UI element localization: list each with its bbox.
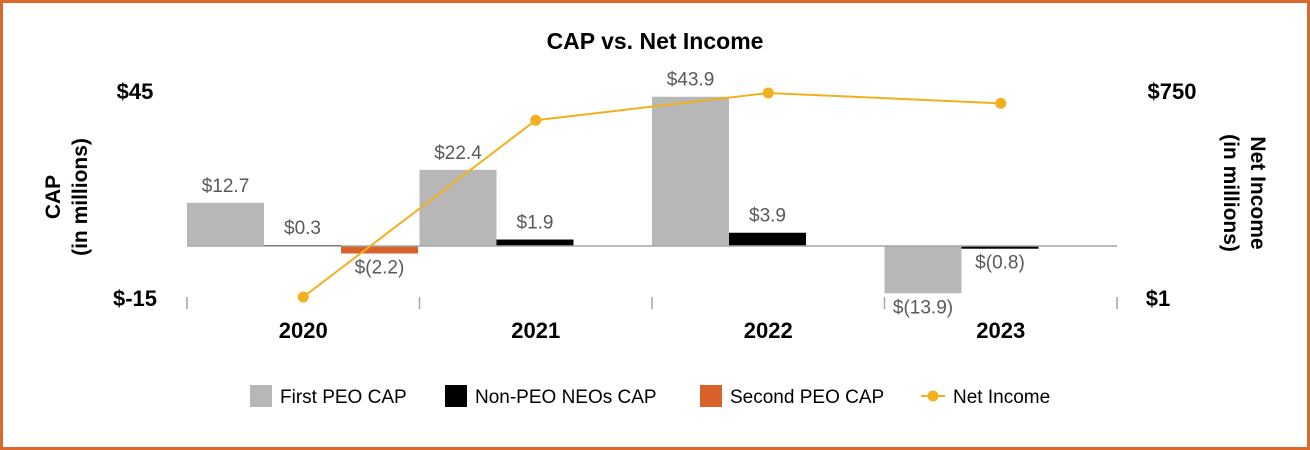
net-income-line	[302, 91, 1001, 298]
category-labels: 2020 2021 2022 2023	[279, 318, 1025, 343]
chart-title: CAP vs. Net Income	[547, 28, 764, 54]
category-ticks	[186, 297, 1118, 309]
legend-label-non-peo-neos-cap: Non-PEO NEOs CAP	[475, 387, 657, 408]
bar-first-peo-2020	[187, 202, 264, 246]
bar-first-peo-2021	[419, 169, 497, 246]
data-label-first-peo-2022: $43.9	[667, 70, 715, 91]
left-axis-min-label: $-15	[113, 286, 157, 311]
bar-non-peo-2023	[961, 246, 1039, 249]
category-label-2023: 2023	[976, 318, 1025, 343]
right-axis-title: Net Income (in millions)	[1219, 134, 1269, 252]
left-axis-title-line2: (in millions)	[69, 138, 92, 256]
net-income-point-2021	[530, 114, 542, 126]
net-income-point-2023	[995, 97, 1007, 109]
right-axis-title-line2: (in millions)	[1219, 134, 1242, 252]
net-income-point-2020	[297, 291, 309, 303]
data-label-non-peo-2021: $1.9	[517, 213, 554, 234]
bars-layer	[187, 96, 1039, 294]
right-axis-max-label: $750	[1148, 79, 1197, 104]
legend-label-first-peo-cap: First PEO CAP	[280, 387, 407, 408]
data-label-first-peo-2021: $22.4	[434, 143, 482, 164]
right-axis-min-label: $1	[1146, 286, 1170, 311]
legend-marker-net-income	[927, 390, 939, 402]
legend-swatch-non-peo-neos-cap	[445, 385, 467, 407]
data-label-non-peo-2020: $0.3	[284, 218, 321, 239]
bar-non-peo-2022	[729, 232, 806, 246]
legend: First PEO CAP Non-PEO NEOs CAP Second PEO …	[250, 385, 1050, 408]
data-labels-layer: $12.7 $0.3 $(2.2) $22.4 $1.9 $43.9 $3.9 $(13.9)…	[202, 70, 1025, 319]
net-income-line-layer	[297, 87, 1007, 303]
category-label-2020: 2020	[279, 318, 328, 343]
category-label-2021: 2021	[511, 318, 560, 343]
bar-non-peo-2021	[496, 239, 574, 246]
right-axis-title-line1: Net Income	[1246, 136, 1269, 249]
legend-swatch-second-peo-cap	[700, 385, 722, 407]
bar-first-peo-2022	[652, 96, 729, 247]
data-label-first-peo-2023: $(13.9)	[893, 297, 953, 318]
legend-label-second-peo-cap: Second PEO CAP	[730, 387, 884, 408]
left-axis-title: CAP (in millions)	[42, 138, 92, 256]
legend-label-net-income: Net Income	[953, 387, 1050, 408]
data-label-first-peo-2020: $12.7	[202, 176, 250, 197]
left-axis-max-label: $45	[117, 79, 154, 104]
data-label-non-peo-2022: $3.9	[749, 206, 786, 227]
legend-swatch-first-peo-cap	[250, 385, 272, 407]
data-label-non-peo-2023: $(0.8)	[975, 253, 1025, 274]
net-income-point-2022	[762, 87, 774, 99]
bar-second-peo-2020	[341, 246, 418, 254]
category-label-2022: 2022	[744, 318, 793, 343]
data-label-second-peo-2020: $(2.2)	[355, 257, 405, 278]
left-axis-title-line1: CAP	[42, 175, 65, 219]
bar-first-peo-2023	[884, 246, 962, 294]
